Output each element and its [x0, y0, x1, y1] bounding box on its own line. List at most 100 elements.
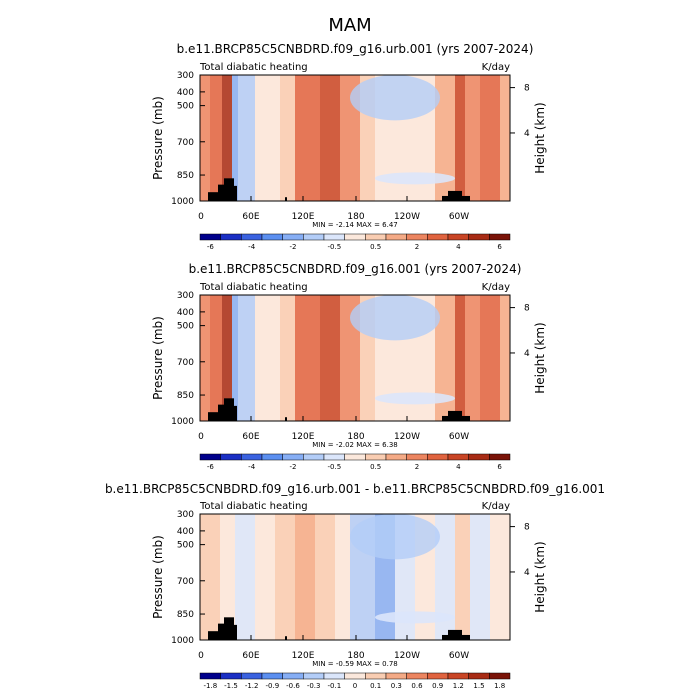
- y-tick-label: 1000: [171, 636, 194, 646]
- colorbar-swatch: [199, 233, 221, 241]
- field-band: [235, 514, 255, 640]
- field-anomaly: [350, 75, 440, 121]
- y-axis-label: Pressure (mb): [151, 96, 165, 180]
- field-band: [465, 295, 480, 421]
- chart-panel-1: b.e11.BRCP85C5CNBDRD.f09_g16.urb.001 (yr…: [151, 42, 547, 251]
- colorbar-label: 0: [353, 682, 357, 690]
- colorbar-swatch: [323, 453, 345, 461]
- field-band: [455, 75, 465, 201]
- colorbar-label: 0.3: [391, 682, 402, 690]
- x-tick-label: 60W: [449, 432, 469, 442]
- field-band: [200, 75, 210, 201]
- field-band: [238, 75, 255, 201]
- colorbar-swatch: [199, 672, 221, 680]
- y-tick-label: 500: [177, 322, 194, 332]
- y-tick-label: 500: [177, 541, 194, 551]
- colorbar-label: 1.8: [494, 682, 505, 690]
- colorbar-label: -0.3: [307, 682, 321, 690]
- y-tick-label: 400: [177, 308, 194, 318]
- colorbar-label: 2: [415, 463, 419, 471]
- y-tick-label: 850: [177, 391, 194, 401]
- x-tick-label: 0: [198, 651, 204, 661]
- colorbar-label: -1.8: [203, 682, 217, 690]
- colorbar-swatch: [241, 453, 263, 461]
- field-band: [455, 295, 465, 421]
- topography: [228, 185, 237, 201]
- colorbar-swatch: [427, 453, 449, 461]
- topography: [448, 410, 462, 421]
- colorbar-label: -0.5: [327, 463, 341, 471]
- field-band: [320, 295, 340, 421]
- y2-axis-label: Height (km): [533, 541, 547, 612]
- field-band: [455, 514, 470, 640]
- colorbar: -1.8 -1.5 -1.2 -0.9 -0.6 -0.3 -0.1 0 0.1 0.3 0.6 0.…: [199, 672, 511, 690]
- chart-title: b.e11.BRCP85C5CNBDRD.f09_g16.urb.001 (yr…: [177, 42, 534, 56]
- field-band: [435, 514, 455, 640]
- colorbar-swatch: [489, 672, 511, 680]
- colorbar-label: 2: [415, 243, 419, 251]
- colorbar-swatch: [220, 672, 242, 680]
- colorbar: -6 -4 -2 -0.5 0.5 2 4 6: [199, 453, 511, 471]
- y2-tick-label: 8: [524, 84, 530, 94]
- min-max-label: MIN = -2.14 MAX = 6.47: [312, 221, 398, 229]
- x-tick-label: 60E: [242, 432, 259, 442]
- field-band: [210, 295, 222, 421]
- field-band: [435, 295, 455, 421]
- colorbar-label: -2: [290, 243, 297, 251]
- x-tick-label: 120E: [292, 651, 315, 661]
- page-title: MAM: [328, 15, 371, 36]
- y-tick-label: 400: [177, 88, 194, 98]
- x-tick-label: 180: [347, 212, 364, 222]
- units-label: K/day: [482, 62, 510, 73]
- colorbar: -6 -4 -2 -0.5 0.5 2 4 6: [199, 233, 511, 251]
- colorbar-label: -4: [248, 243, 256, 251]
- colorbar-swatch: [303, 233, 325, 241]
- field-band: [238, 295, 255, 421]
- y2-tick-label: 4: [524, 129, 530, 139]
- colorbar-swatch: [323, 672, 345, 680]
- field-label: Total diabatic heating: [199, 62, 308, 73]
- chart-title: b.e11.BRCP85C5CNBDRD.f09_g16.urb.001 - b…: [105, 482, 605, 496]
- field-band: [295, 75, 320, 201]
- colorbar-swatch: [447, 233, 469, 241]
- colorbar-label: -6: [207, 243, 215, 251]
- plot-frame: [199, 294, 511, 422]
- colorbar-swatch: [282, 453, 304, 461]
- colorbar-swatch: [406, 233, 428, 241]
- field-band: [320, 75, 340, 201]
- colorbar-swatch: [489, 453, 511, 461]
- field-band: [220, 514, 235, 640]
- units-label: K/day: [482, 501, 510, 512]
- topography: [448, 629, 462, 640]
- colorbar-swatch: [427, 672, 449, 680]
- y-tick-label: 1000: [171, 197, 194, 207]
- colorbar-swatch: [344, 233, 366, 241]
- colorbar-swatch: [365, 233, 387, 241]
- field-band: [500, 295, 510, 421]
- x-tick-label: 120E: [292, 432, 315, 442]
- y-axis-label: Pressure (mb): [151, 535, 165, 619]
- colorbar-label: -1.5: [224, 682, 238, 690]
- topography: [285, 197, 287, 201]
- colorbar-swatch: [489, 233, 511, 241]
- colorbar-label: -0.9: [265, 682, 279, 690]
- field-band: [222, 295, 232, 421]
- y-tick-label: 400: [177, 527, 194, 537]
- colorbar-label: 0.6: [411, 682, 423, 690]
- colorbar-swatch: [261, 233, 283, 241]
- x-tick-label: 120E: [292, 212, 315, 222]
- y2-tick-label: 4: [524, 349, 530, 359]
- topography: [285, 636, 287, 640]
- y-tick-label: 850: [177, 171, 194, 181]
- plot-frame: [199, 74, 511, 202]
- field-band: [500, 75, 510, 201]
- field-band: [255, 75, 280, 201]
- field-band: [275, 514, 295, 640]
- colorbar-label: 6: [497, 243, 502, 251]
- field-band: [210, 75, 222, 201]
- colorbar-swatch: [282, 233, 304, 241]
- field-band: [200, 295, 210, 421]
- x-tick-label: 120W: [394, 651, 420, 661]
- y2-tick-label: 8: [524, 523, 530, 533]
